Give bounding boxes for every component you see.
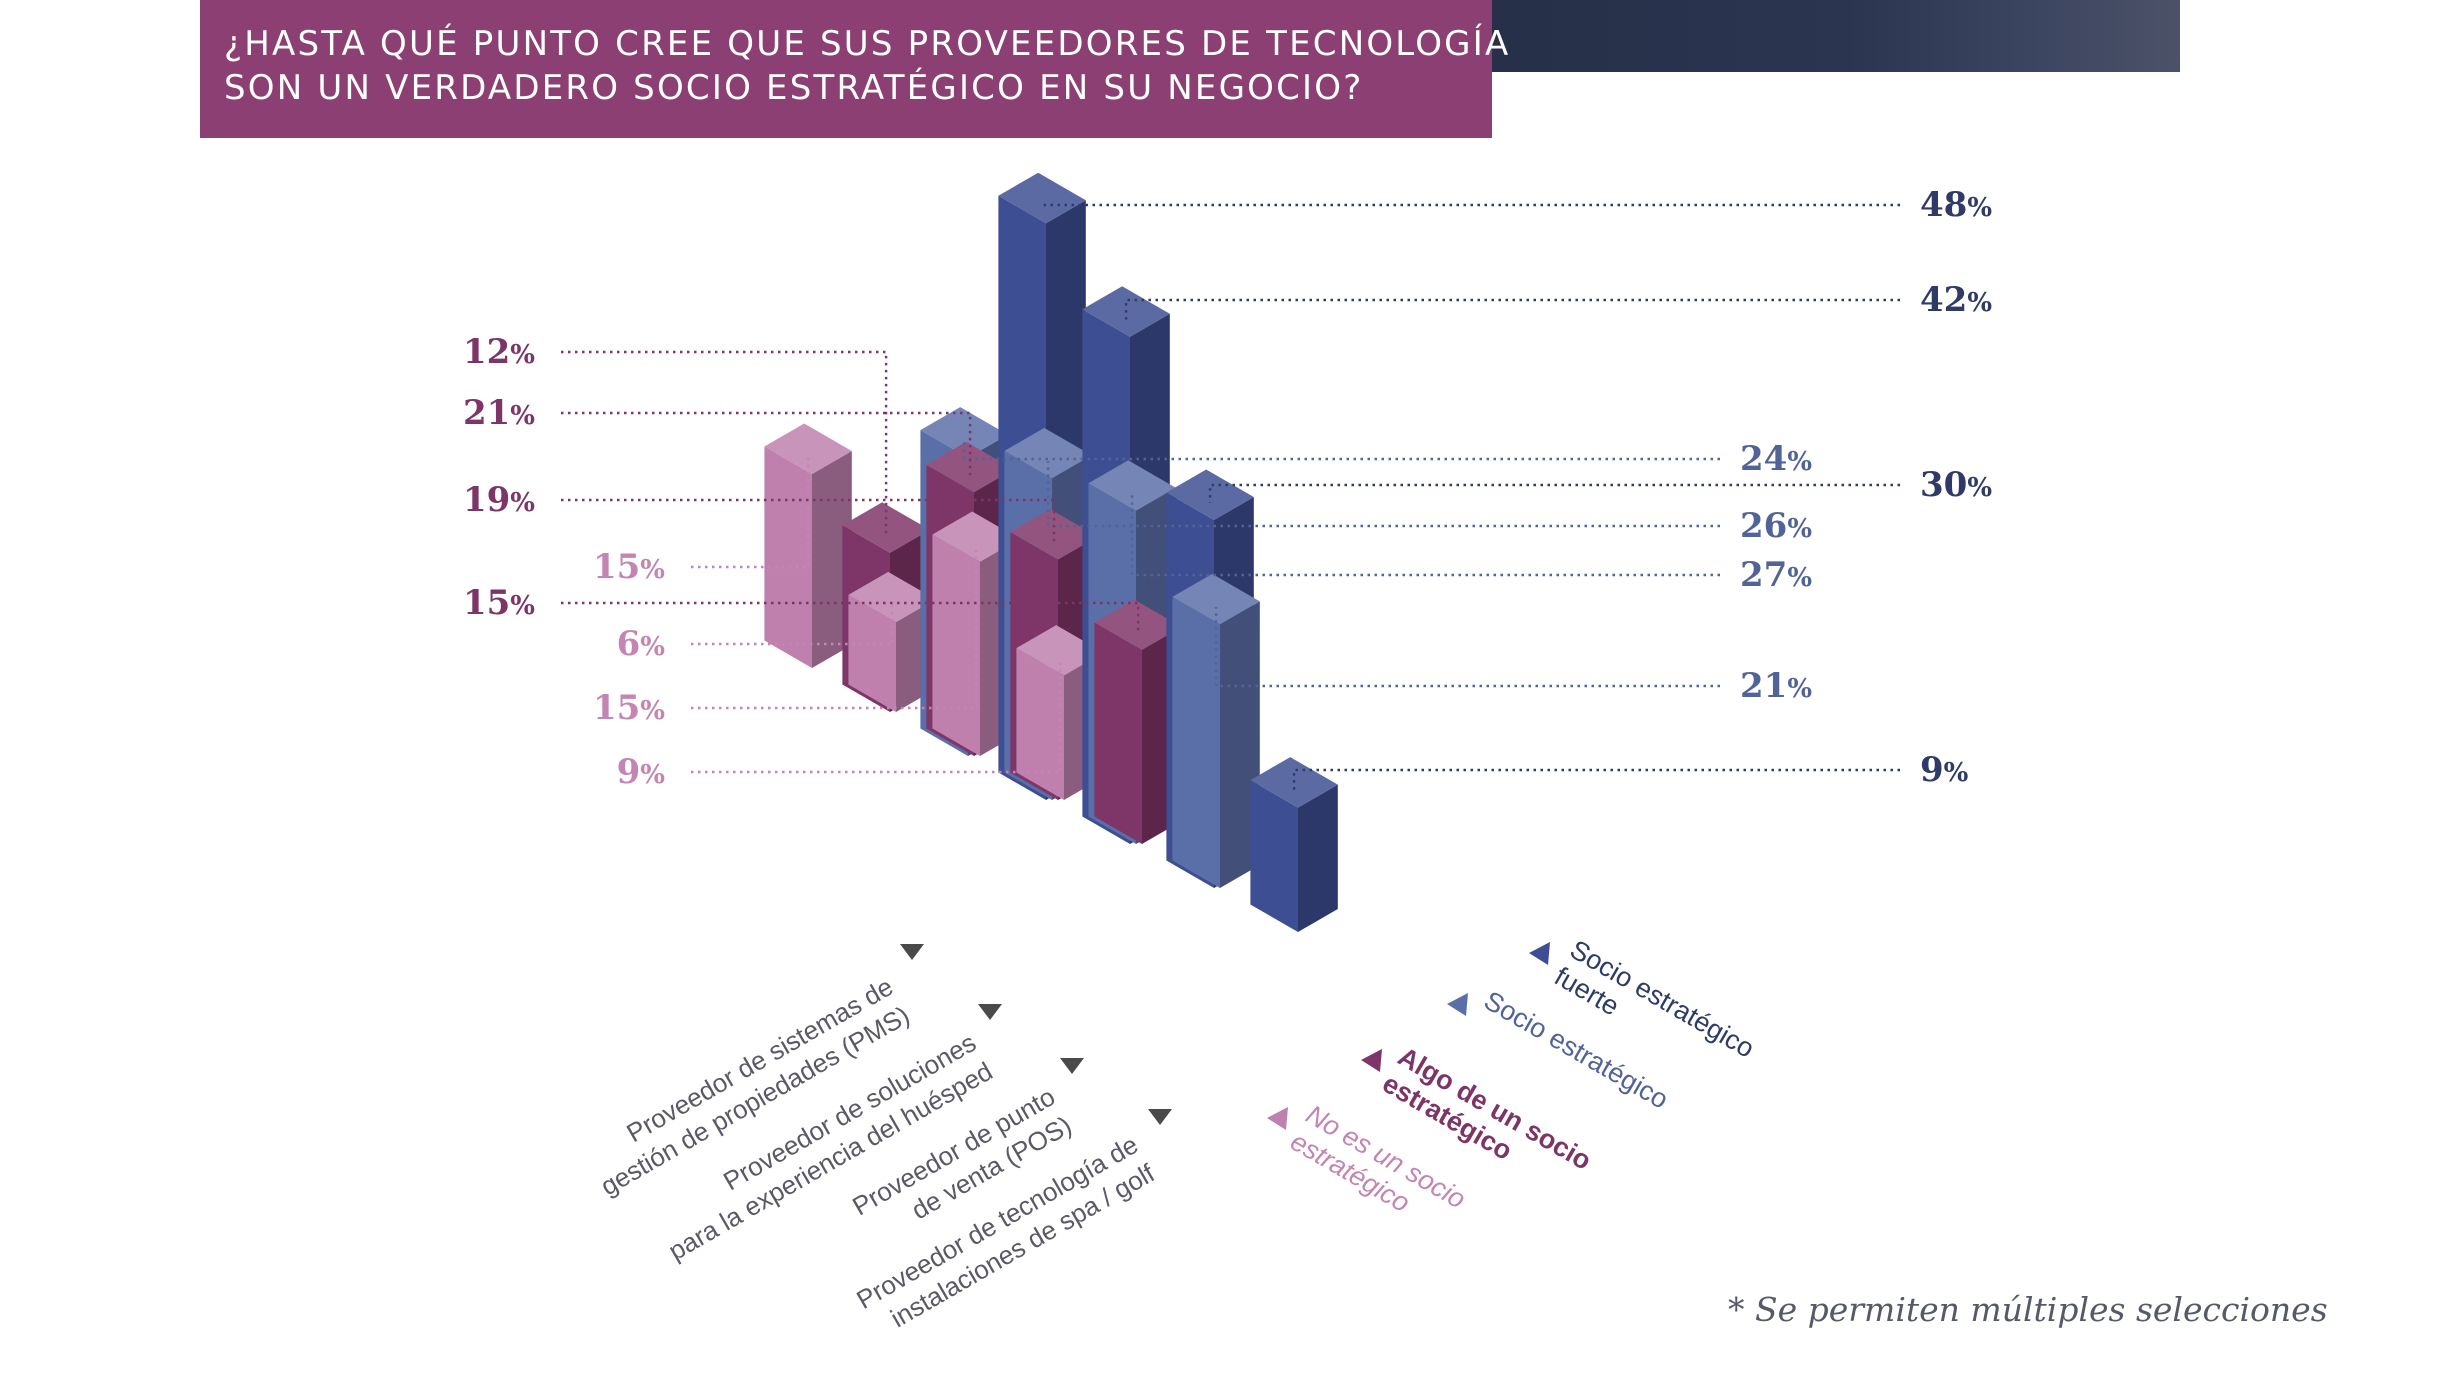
series-arrow-3 bbox=[1267, 1107, 1288, 1130]
leader-line-1-1 bbox=[1046, 461, 1720, 528]
value-label-1-2: 27% bbox=[1740, 555, 1812, 595]
footnote: * Se permiten múltiples selecciones bbox=[1728, 1290, 2328, 1329]
leader-line-0-1 bbox=[1124, 298, 1900, 320]
leader-line-0-3 bbox=[1292, 768, 1900, 791]
bar-left-face bbox=[848, 594, 896, 712]
leader-line-3-2 bbox=[691, 544, 978, 710]
category-arrow-0 bbox=[900, 944, 924, 960]
value-label-0-2: 30% bbox=[1920, 465, 1992, 505]
leader-line-2-3 bbox=[561, 601, 1140, 633]
value-label-2-2: 19% bbox=[463, 480, 535, 520]
bar-right-face bbox=[1298, 784, 1338, 932]
bars-layer bbox=[764, 172, 1338, 932]
leader-line-2-1 bbox=[561, 411, 972, 476]
value-label-3-1: 6% bbox=[617, 624, 666, 664]
bar-left-face bbox=[1016, 648, 1064, 800]
bar-top-face bbox=[1172, 573, 1260, 625]
bar-top-face bbox=[932, 511, 1020, 562]
bar-top-face bbox=[1088, 460, 1176, 511]
value-label-2-0: 12% bbox=[463, 332, 535, 372]
bar-top-face bbox=[842, 502, 930, 553]
category-labels: Proveedor de sistemas degestión de propi… bbox=[595, 944, 1172, 1333]
value-label-2-3: 15% bbox=[463, 583, 535, 623]
value-label-1-1: 26% bbox=[1740, 506, 1812, 546]
title-line-1: ¿HASTA QUÉ PUNTO CREE QUE SUS PROVEEDORE… bbox=[224, 24, 1511, 64]
value-label-0-0: 48% bbox=[1920, 185, 1992, 225]
bar-left-face bbox=[1172, 596, 1220, 888]
bar-top-face bbox=[1016, 625, 1104, 676]
value-label-3-2: 15% bbox=[593, 688, 665, 728]
value-label-0-1: 42% bbox=[1920, 280, 1992, 320]
series-arrow-0 bbox=[1529, 942, 1550, 965]
title-banner: ¿HASTA QUÉ PUNTO CREE QUE SUS PROVEEDORE… bbox=[200, 0, 1511, 138]
bar-top-face bbox=[1094, 599, 1182, 650]
series-arrow-1 bbox=[1447, 993, 1468, 1016]
title-line-2: SON UN VERDADERO SOCIO ESTRATÉGICO EN SU… bbox=[224, 68, 1364, 108]
header-dark-band bbox=[1440, 0, 2180, 72]
value-label-3-3: 9% bbox=[617, 752, 666, 792]
bar-left-face bbox=[764, 446, 812, 668]
value-label-1-3: 21% bbox=[1740, 666, 1812, 706]
bar-top-face bbox=[1166, 469, 1254, 520]
category-arrow-1 bbox=[978, 1004, 1002, 1020]
bar-top-face bbox=[998, 172, 1086, 224]
bar-3-0 bbox=[764, 423, 852, 668]
value-labels: 15% 12% 6% 24% 21% 15% 48% 26% 19% 9% 42% 27% 15% 30%… bbox=[463, 185, 1992, 792]
bar-top-face bbox=[920, 407, 1008, 458]
value-label-1-0: 24% bbox=[1740, 439, 1812, 479]
leader-line-0-0 bbox=[1040, 203, 1900, 207]
bar-top-face bbox=[764, 423, 852, 474]
category-arrow-2 bbox=[1060, 1058, 1084, 1074]
bar-right-face bbox=[1220, 601, 1260, 888]
leader-line-0-2 bbox=[1208, 483, 1900, 503]
value-label-0-3: 9% bbox=[1920, 750, 1969, 790]
bar-left-face bbox=[1250, 780, 1298, 932]
value-label-3-0: 15% bbox=[593, 547, 665, 587]
bar-0-3 bbox=[1250, 757, 1338, 932]
bar-right-face bbox=[812, 451, 852, 668]
leader-line-3-0 bbox=[691, 456, 810, 569]
bar-left-face bbox=[932, 534, 980, 756]
leader-line-1-3 bbox=[1214, 607, 1720, 688]
series-arrow-2 bbox=[1361, 1049, 1382, 1072]
value-label-2-1: 21% bbox=[463, 393, 535, 433]
bar-left-face bbox=[1094, 622, 1142, 844]
bar-1-3 bbox=[1172, 573, 1260, 888]
category-arrow-3 bbox=[1148, 1109, 1172, 1125]
bar-top-face bbox=[848, 571, 936, 623]
bar-top-face bbox=[1004, 427, 1092, 479]
